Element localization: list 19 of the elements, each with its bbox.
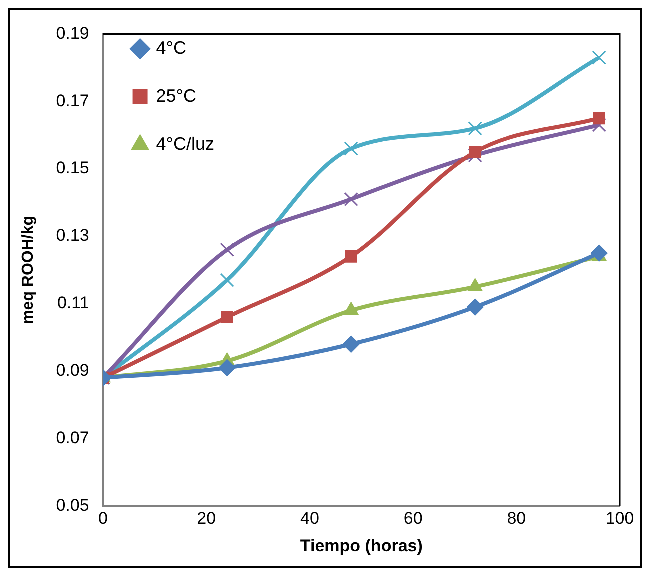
x-tick-label: 60 bbox=[404, 509, 423, 528]
legend-label: 4°C bbox=[156, 38, 187, 58]
y-tick-label: 0.17 bbox=[56, 91, 90, 110]
y-tick-label: 0.13 bbox=[56, 226, 90, 246]
x-tick-label: 80 bbox=[507, 509, 526, 528]
y-tick-label: 0.19 bbox=[56, 24, 90, 43]
x-axis-title: Tiempo (horas) bbox=[300, 536, 423, 556]
y-axis-title: meq ROOH/kg bbox=[20, 216, 38, 324]
y-tick-label: 0.15 bbox=[56, 158, 90, 178]
legend-label: 25°C bbox=[156, 86, 197, 106]
y-tick-label: 0.11 bbox=[57, 294, 90, 313]
x-tick-label: 100 bbox=[606, 509, 634, 528]
x-tick-label: 20 bbox=[197, 509, 216, 528]
x-tick-label: 40 bbox=[300, 509, 320, 528]
y-tick-label: 0.09 bbox=[56, 361, 90, 380]
y-tick-label: 0.05 bbox=[56, 496, 90, 515]
x-tick-label: 0 bbox=[98, 509, 108, 528]
y-tick-label: 0.07 bbox=[56, 428, 90, 448]
legend-label: 4°C/luz bbox=[156, 134, 215, 154]
